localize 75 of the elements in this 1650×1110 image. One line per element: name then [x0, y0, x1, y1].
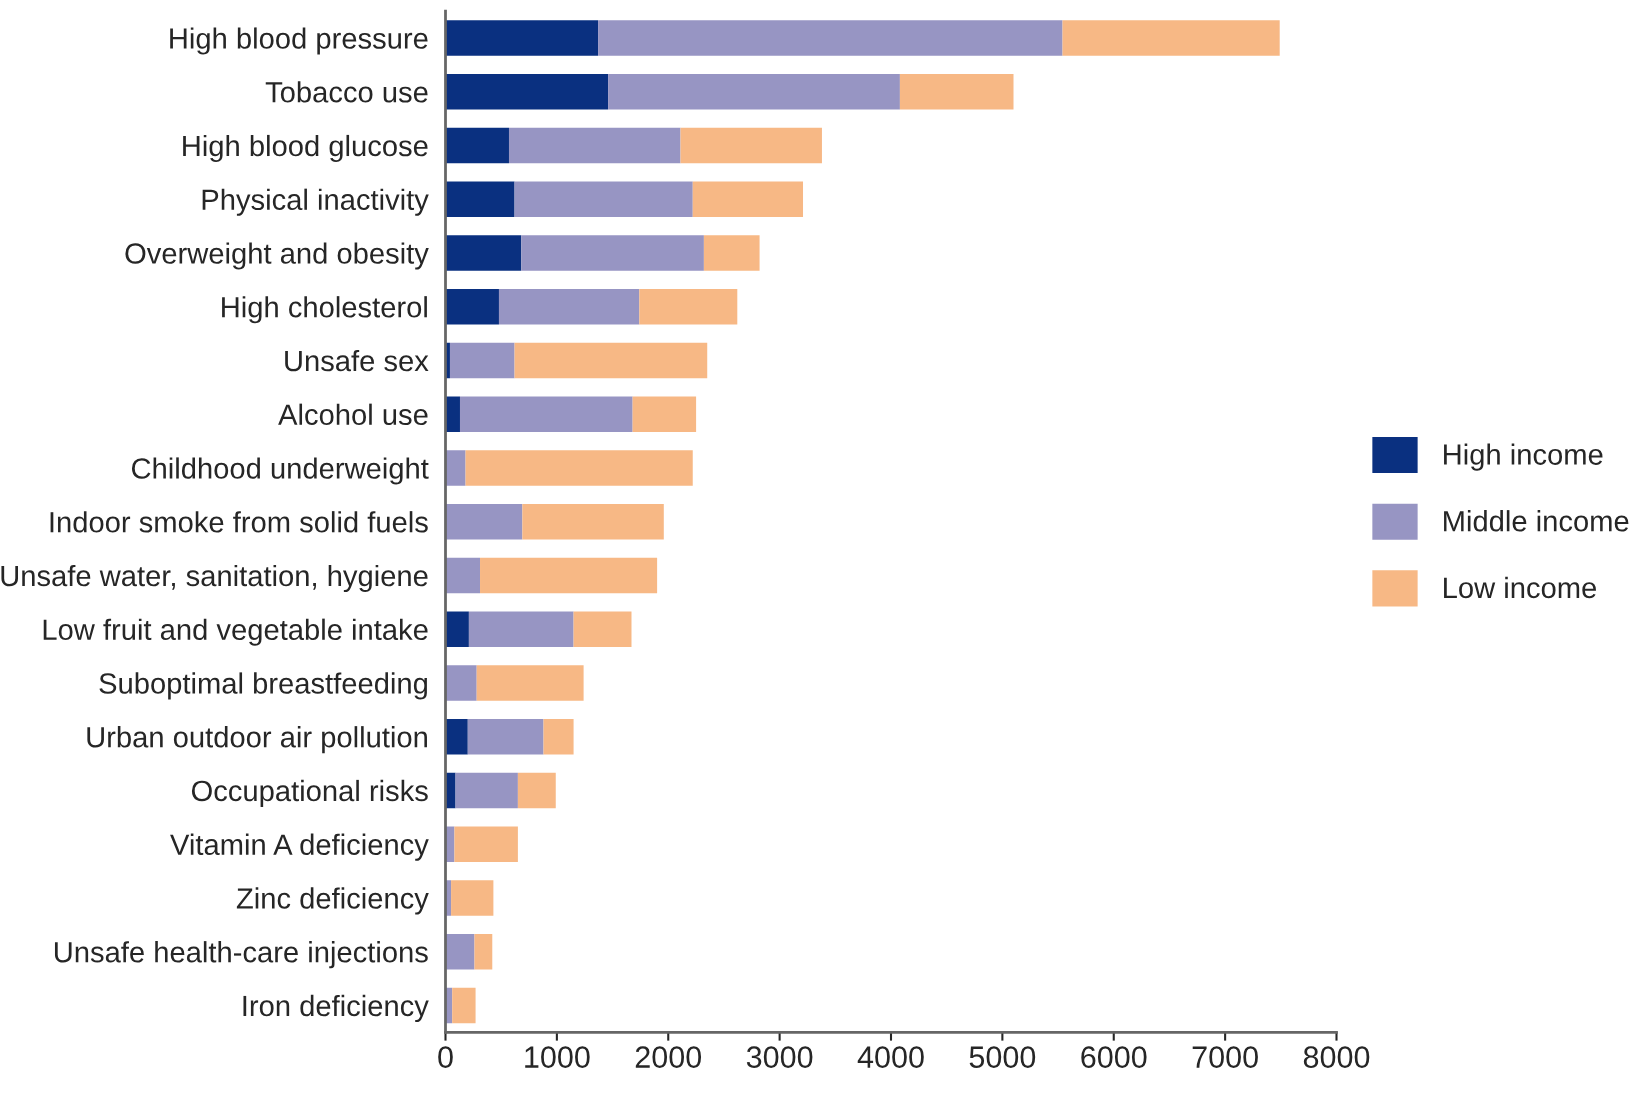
- y-tick-label: Suboptimal breastfeeding: [99, 672, 427, 700]
- bar: [498, 288, 640, 325]
- bar: [476, 665, 584, 701]
- y-tick-label: Urban outdoor air pollution: [87, 726, 427, 754]
- bar: [692, 181, 804, 217]
- bar: [455, 772, 518, 809]
- y-tick-label: High blood glucose: [183, 134, 428, 163]
- bar: [445, 611, 469, 647]
- bar: [517, 772, 556, 809]
- y-tick-label: Iron deficiency: [243, 994, 429, 1023]
- bar: [445, 933, 475, 970]
- x-tick-label: 8000: [1303, 1046, 1370, 1068]
- bar: [454, 826, 518, 862]
- bar: [445, 557, 481, 594]
- bar: [445, 288, 499, 325]
- bar: [573, 611, 632, 647]
- bar: [522, 503, 664, 540]
- bar: [445, 503, 523, 540]
- y-tick-label: Unsafe sex: [285, 349, 429, 372]
- y-tick-label: Overweight and obesity: [125, 242, 429, 270]
- bar: [449, 342, 515, 379]
- y-tick-label: Indoor smoke from solid fuels: [50, 511, 428, 533]
- bar: [459, 396, 633, 432]
- y-tick-label: Alcohol use: [278, 403, 428, 426]
- bar: [639, 288, 738, 325]
- y-tick-label: Low fruit and vegetable intake: [43, 618, 428, 646]
- x-tick-label: 1000: [525, 1046, 590, 1068]
- bar: [480, 557, 658, 594]
- bar: [508, 127, 681, 164]
- bar: [445, 665, 477, 701]
- bar: [445, 396, 460, 432]
- x-tick-label: 7000: [1192, 1046, 1258, 1068]
- bar: [598, 20, 1063, 56]
- bar: [445, 20, 599, 56]
- x-tick-label: 2000: [635, 1046, 702, 1068]
- bar: [680, 127, 822, 164]
- y-tick-label: Unsafe health-care injections: [54, 941, 428, 969]
- bar: [703, 235, 760, 271]
- y-tick-label: High blood pressure: [170, 27, 428, 55]
- x-tick-label: 3000: [746, 1046, 813, 1068]
- x-tick-label: 6000: [1081, 1046, 1147, 1068]
- bar: [467, 718, 544, 755]
- y-tick-label: Unsafe water, sanitation, hygiene: [1, 564, 428, 593]
- bar: [474, 933, 493, 970]
- y-tick-label: Vitamin A deficiency: [170, 833, 429, 861]
- bar: [451, 880, 494, 916]
- y-tick-label: Zinc deficiency: [236, 887, 429, 915]
- x-tick-label: 4000: [857, 1046, 924, 1068]
- bar: [521, 235, 704, 271]
- y-tick-label: Physical inactivity: [202, 188, 429, 216]
- y-tick-label: Tobacco use: [265, 81, 428, 103]
- bar: [632, 396, 697, 432]
- bar: [543, 718, 574, 755]
- bar: [445, 73, 609, 110]
- x-tick-label: 0: [438, 1046, 453, 1068]
- bar: [445, 235, 522, 271]
- legend-label: Middle income: [1444, 510, 1629, 532]
- bar: [899, 73, 1014, 110]
- bar: [445, 127, 509, 164]
- legend-label: High income: [1444, 443, 1603, 471]
- y-tick-label: Childhood underweight: [131, 457, 429, 485]
- bar: [514, 181, 693, 217]
- bar: [1062, 20, 1280, 56]
- bar: [468, 611, 574, 647]
- bar: [452, 987, 476, 1024]
- bar: [514, 342, 708, 379]
- bar: [608, 73, 900, 110]
- bar: [445, 450, 466, 486]
- bar: [445, 718, 468, 755]
- bar: [445, 181, 515, 217]
- y-tick-label: Occupational risks: [191, 779, 428, 808]
- bar: [465, 450, 693, 486]
- x-tick-label: 5000: [969, 1046, 1036, 1068]
- y-tick-label: High cholesterol: [222, 296, 427, 324]
- legend-label: Low income: [1444, 576, 1596, 599]
